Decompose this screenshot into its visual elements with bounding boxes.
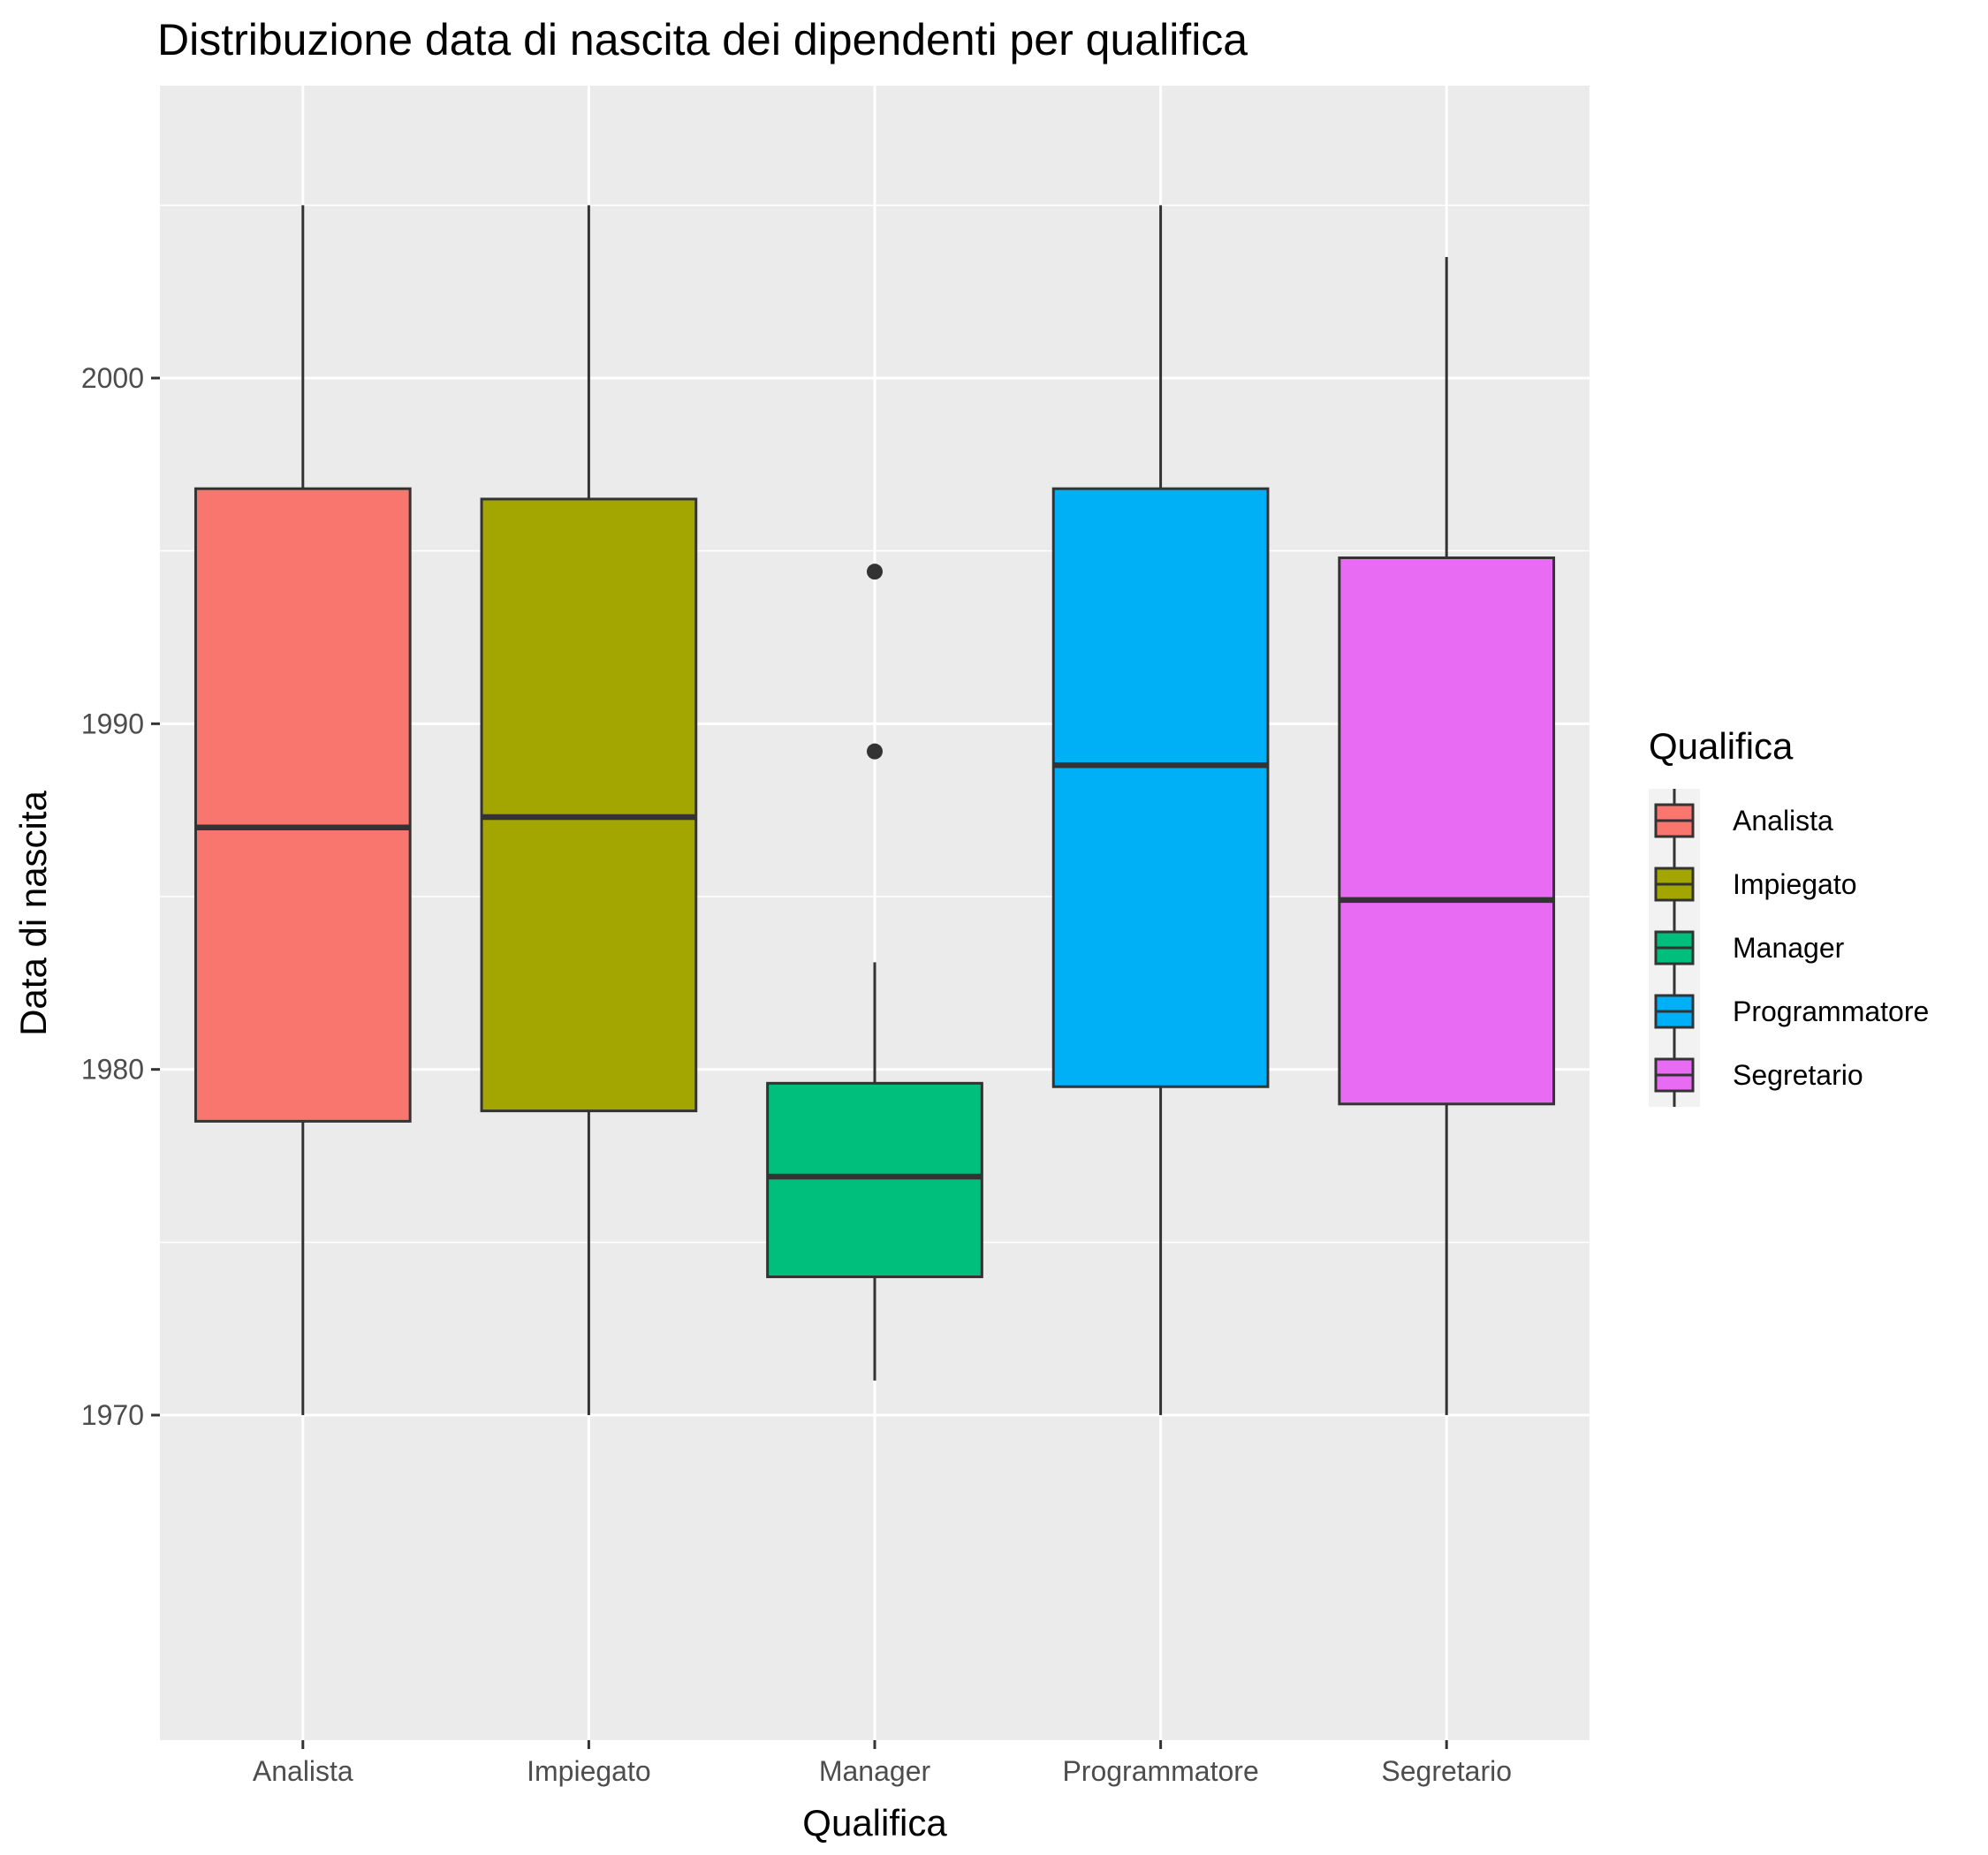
box-analista xyxy=(193,205,412,1415)
y-axis-title: Data di nascita xyxy=(12,790,54,1035)
outlier-point xyxy=(867,743,883,760)
x-tick-label: Manager xyxy=(819,1755,931,1787)
y-tick-label: 1980 xyxy=(81,1054,144,1086)
box-body xyxy=(480,497,698,1113)
box-body xyxy=(766,1081,983,1278)
y-axis: 1970 1980 1990 2000 xyxy=(81,362,160,1431)
legend-item: Impiegato xyxy=(1654,852,1857,916)
box-manager xyxy=(766,564,983,1381)
x-tick-label: Segretario xyxy=(1381,1755,1512,1787)
box-impiegato xyxy=(480,205,698,1415)
box-body xyxy=(1051,487,1270,1088)
legend-label: Programmatore xyxy=(1733,996,1929,1027)
x-axis-title: Qualifica xyxy=(802,1802,947,1844)
box-body xyxy=(1338,556,1556,1106)
box-programmatore xyxy=(1051,205,1270,1415)
x-tick-label: Programmatore xyxy=(1062,1755,1258,1787)
legend-item: Programmatore xyxy=(1654,980,1929,1043)
legend-label: Segretario xyxy=(1733,1059,1863,1091)
y-tick-label: 1990 xyxy=(81,708,144,739)
box-segretario xyxy=(1338,257,1556,1415)
legend-label: Analista xyxy=(1733,805,1833,837)
legend-item: Manager xyxy=(1654,916,1845,980)
y-tick-label: 1970 xyxy=(81,1399,144,1431)
x-tick-label: Impiegato xyxy=(527,1755,651,1787)
outlier-point xyxy=(867,564,883,580)
legend: Qualifica Analista Impiegato Manager Progra… xyxy=(1649,725,1929,1107)
legend-label: Manager xyxy=(1733,932,1845,964)
x-axis: Analista Impiegato Manager Programmatore Seg… xyxy=(253,1740,1512,1787)
legend-item: Analista xyxy=(1654,789,1833,852)
chart-title: Distribuzione data di nascita dei dipend… xyxy=(157,15,1248,64)
x-tick-label: Analista xyxy=(253,1755,353,1787)
legend-title: Qualifica xyxy=(1649,725,1794,767)
legend-item: Segretario xyxy=(1654,1043,1863,1107)
box-body xyxy=(193,487,412,1123)
legend-label: Impiegato xyxy=(1733,868,1857,900)
boxes xyxy=(193,205,1556,1415)
y-tick-label: 2000 xyxy=(81,362,144,394)
